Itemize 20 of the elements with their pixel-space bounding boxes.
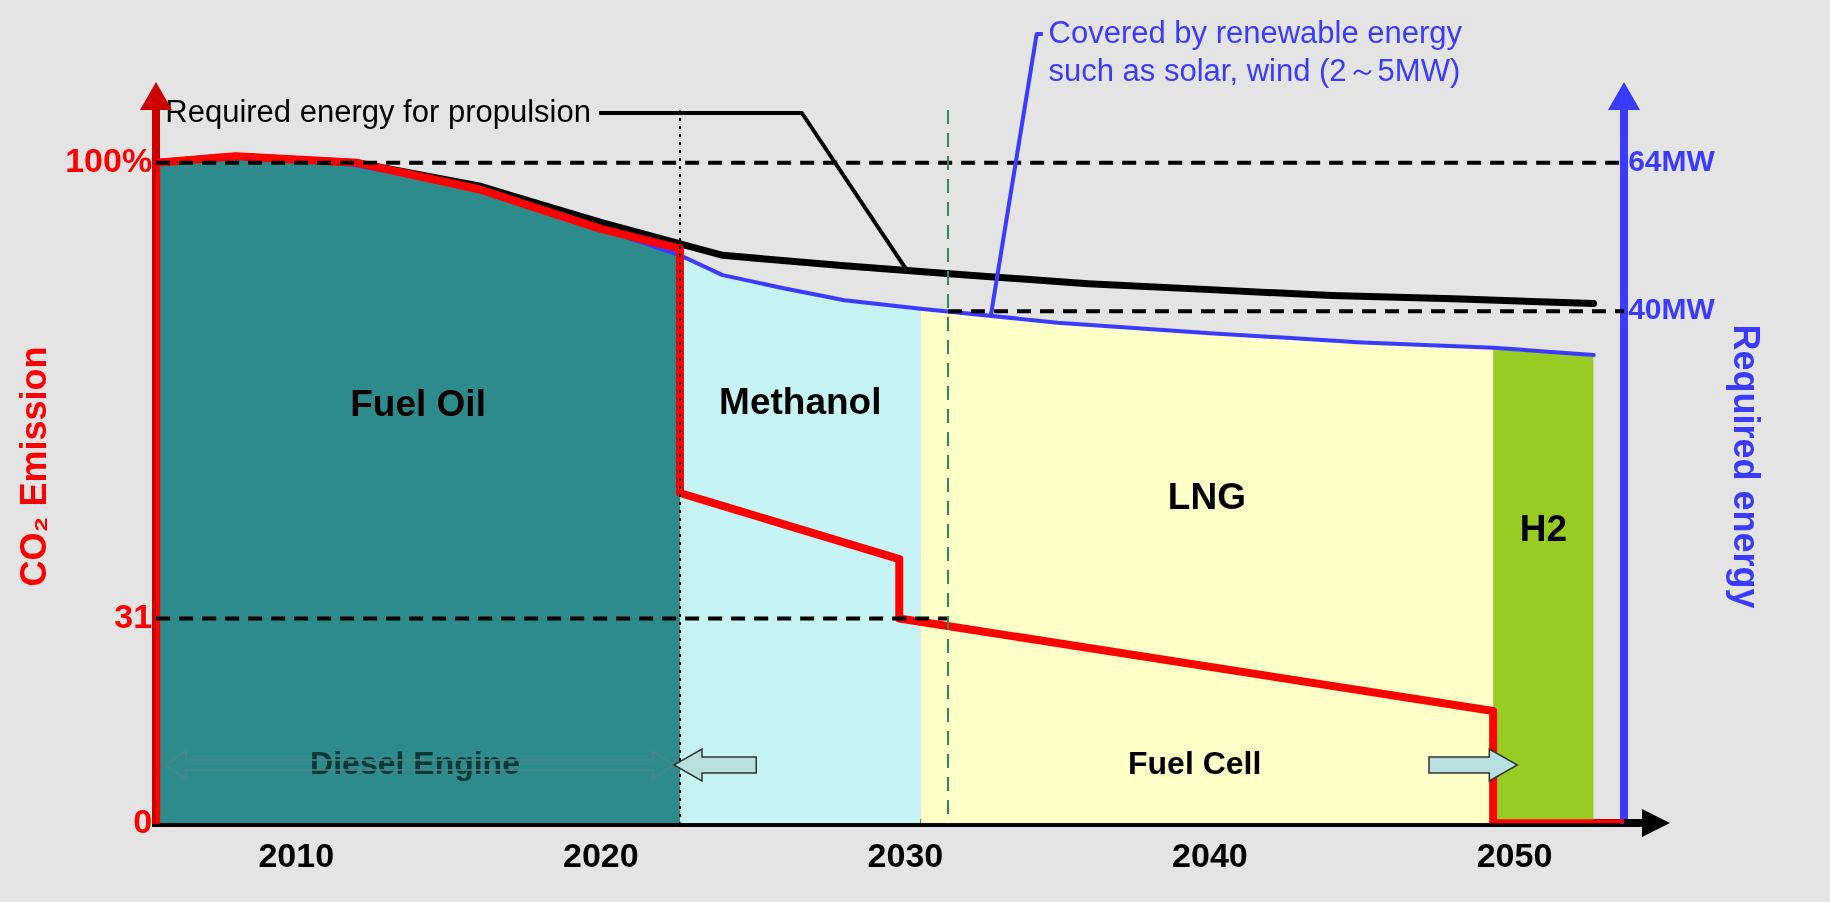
y2-tick-label: 64MW	[1628, 143, 1716, 177]
x-tick-label: 2050	[1476, 835, 1553, 874]
series-label: Methanol	[719, 381, 882, 423]
series-label: H2	[1519, 507, 1568, 549]
annotation: Diesel Engine	[310, 744, 520, 781]
series-label: LNG	[1167, 475, 1246, 517]
annotation: Fuel Cell	[1128, 744, 1262, 781]
y2-axis-title: Required energy	[1726, 324, 1768, 609]
x-tick-label: 2040	[1172, 835, 1248, 874]
x-tick-label: 2030	[867, 835, 944, 874]
y-tick-label: 31	[114, 596, 153, 635]
y2-tick-label: 40MW	[1628, 292, 1716, 326]
annotation: Required energy for propulsion	[165, 93, 591, 129]
y-tick-label: 0	[133, 801, 153, 840]
y-axis-title: CO₂ Emission	[12, 346, 54, 587]
x-tick-label: 2010	[258, 835, 335, 874]
y-tick-label: 100%	[65, 141, 153, 180]
annotation: Covered by renewable energy such as solar, wind (2～5MW)	[1048, 14, 1463, 88]
x-tick-label: 2020	[562, 835, 639, 874]
series-label: Fuel Oil	[350, 383, 486, 425]
